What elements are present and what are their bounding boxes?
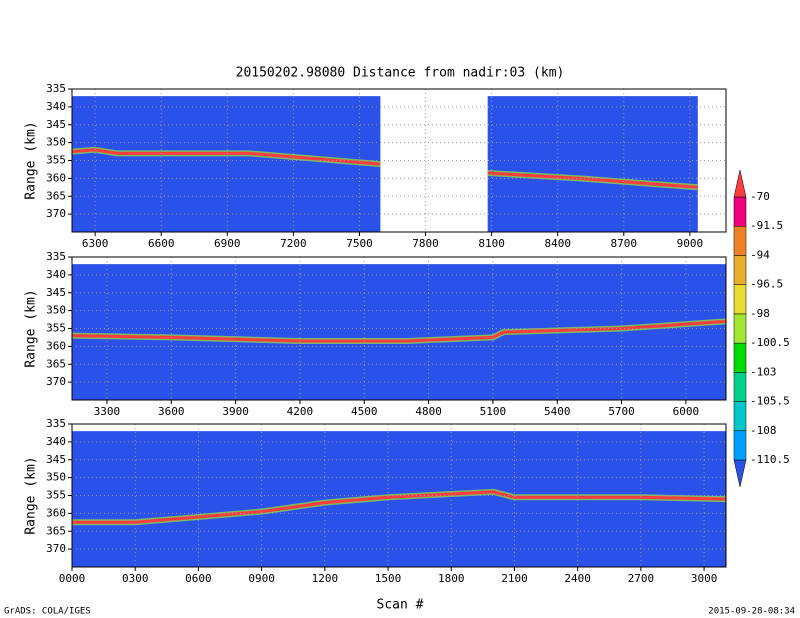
x-tick-label: 2100 bbox=[501, 572, 528, 585]
x-tick-label: 3000 bbox=[691, 572, 718, 585]
y-axis-label: Range (km) bbox=[24, 456, 39, 534]
surface-line bbox=[72, 490, 727, 524]
y-tick-label: 360 bbox=[46, 339, 66, 352]
y-tick-label: 340 bbox=[46, 100, 66, 113]
chart-title: 20150202.98080 Distance from nadir:03 (k… bbox=[236, 66, 565, 81]
x-tick-label: 1200 bbox=[312, 572, 339, 585]
x-tick-label: 3600 bbox=[158, 405, 185, 418]
x-tick-label: 2400 bbox=[564, 572, 591, 585]
colorbar-segment bbox=[733, 255, 747, 285]
x-tick-label: 7800 bbox=[412, 237, 439, 250]
x-tick-label: 7200 bbox=[280, 237, 307, 250]
x-tick-label: 8100 bbox=[478, 237, 505, 250]
data-field bbox=[72, 96, 381, 233]
x-tick-label: 5700 bbox=[608, 405, 635, 418]
y-tick-label: 345 bbox=[46, 453, 66, 466]
colorbar-label: -96.5 bbox=[750, 278, 783, 291]
x-tick-label: 8700 bbox=[611, 237, 638, 250]
colorbar-label: -94 bbox=[750, 248, 770, 261]
y-tick-label: 370 bbox=[46, 207, 66, 220]
y-tick-label: 335 bbox=[46, 82, 66, 95]
y-tick-label: 370 bbox=[46, 542, 66, 555]
colorbar-segment bbox=[733, 401, 747, 432]
colorbar-segment bbox=[733, 196, 747, 227]
data-field bbox=[72, 264, 726, 400]
y-tick-label: 355 bbox=[46, 322, 66, 335]
x-tick-label: 6600 bbox=[148, 237, 175, 250]
x-tick-label: 6000 bbox=[673, 405, 700, 418]
timestamp: 2015-09-28-08:34 bbox=[708, 607, 795, 617]
x-tick-label: 4200 bbox=[287, 405, 314, 418]
x-tick-label: 1500 bbox=[375, 572, 402, 585]
colorbar-label: -100.5 bbox=[750, 336, 790, 349]
y-tick-label: 350 bbox=[46, 136, 66, 149]
colorbar-label: -70 bbox=[750, 190, 770, 203]
x-tick-label: 6900 bbox=[214, 237, 241, 250]
x-tick-label: 9000 bbox=[677, 237, 704, 250]
colorbar-segment bbox=[733, 225, 747, 256]
credit: GrADS: COLA/IGES bbox=[4, 607, 91, 617]
y-tick-label: 360 bbox=[46, 506, 66, 519]
colorbar-segment bbox=[733, 430, 747, 461]
y-tick-label: 365 bbox=[46, 357, 66, 370]
x-tick-label: 1800 bbox=[438, 572, 465, 585]
x-tick-label: 5100 bbox=[480, 405, 507, 418]
y-tick-label: 345 bbox=[46, 286, 66, 299]
colorbar-segment bbox=[733, 313, 747, 344]
y-tick-label: 340 bbox=[46, 435, 66, 448]
colorbar-label: -105.5 bbox=[750, 395, 790, 408]
plot-frame bbox=[71, 423, 727, 568]
plot-frame bbox=[71, 256, 727, 401]
x-tick-label: 0900 bbox=[248, 572, 275, 585]
colorbar-segment bbox=[733, 284, 747, 315]
colorbar-label: -98 bbox=[750, 307, 770, 320]
colorbar-label: -108 bbox=[750, 424, 777, 437]
colorbar-segment bbox=[733, 342, 747, 373]
surface-line bbox=[71, 319, 727, 343]
y-tick-label: 340 bbox=[46, 268, 66, 281]
y-tick-label: 355 bbox=[46, 154, 66, 167]
y-tick-label: 370 bbox=[46, 375, 66, 388]
colorbar-cap bbox=[733, 169, 747, 198]
x-axis-label: Scan # bbox=[377, 598, 424, 613]
y-tick-label: 335 bbox=[46, 250, 66, 263]
y-tick-label: 335 bbox=[46, 417, 66, 430]
colorbar-label: -91.5 bbox=[750, 219, 783, 232]
x-tick-label: 6300 bbox=[82, 237, 109, 250]
y-tick-label: 345 bbox=[46, 118, 66, 131]
x-tick-label: 0300 bbox=[122, 572, 149, 585]
x-tick-label: 2700 bbox=[628, 572, 655, 585]
surface-line bbox=[71, 148, 698, 189]
x-tick-label: 3300 bbox=[94, 405, 121, 418]
y-tick-label: 365 bbox=[46, 524, 66, 537]
x-tick-label: 8400 bbox=[544, 237, 571, 250]
data-field bbox=[487, 96, 698, 233]
colorbar-label: -103 bbox=[750, 365, 777, 378]
x-tick-label: 0600 bbox=[185, 572, 212, 585]
y-axis-label: Range (km) bbox=[24, 289, 39, 367]
x-tick-label: 7500 bbox=[346, 237, 373, 250]
y-tick-label: 355 bbox=[46, 489, 66, 502]
y-tick-label: 365 bbox=[46, 189, 66, 202]
colorbar-cap bbox=[733, 459, 747, 488]
y-tick-label: 360 bbox=[46, 171, 66, 184]
x-tick-label: 5400 bbox=[544, 405, 571, 418]
y-tick-label: 350 bbox=[46, 304, 66, 317]
y-axis-label: Range (km) bbox=[24, 121, 39, 199]
x-tick-label: 3900 bbox=[222, 405, 249, 418]
colorbar-segment bbox=[733, 372, 747, 402]
colorbar-label: -110.5 bbox=[750, 453, 790, 466]
x-tick-label: 4500 bbox=[351, 405, 378, 418]
plot-frame bbox=[71, 88, 727, 233]
x-tick-label: 0000 bbox=[59, 572, 86, 585]
x-tick-label: 4800 bbox=[415, 405, 442, 418]
y-tick-label: 350 bbox=[46, 471, 66, 484]
